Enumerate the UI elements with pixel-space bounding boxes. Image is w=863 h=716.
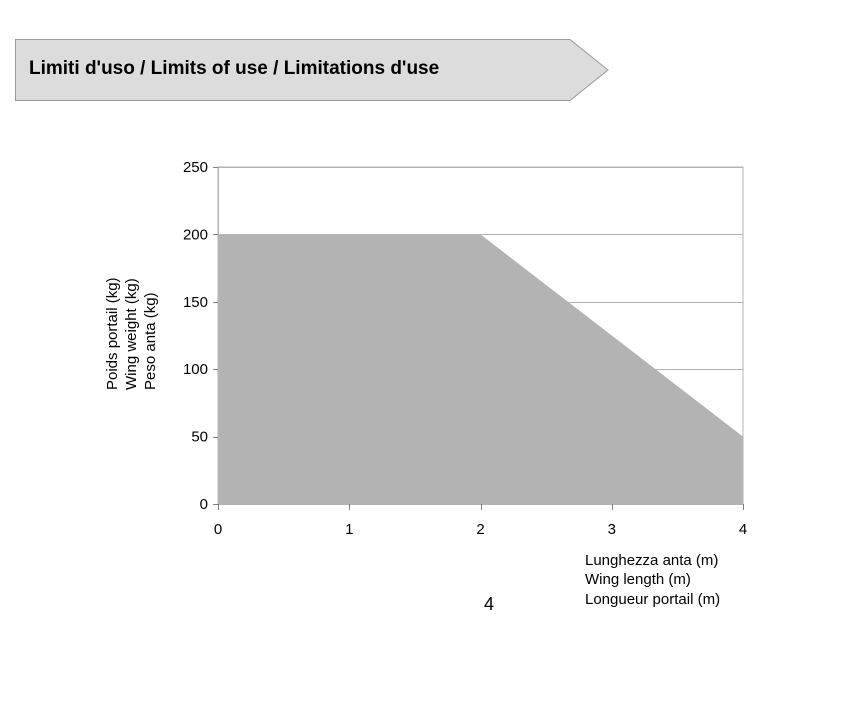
x-axis-label-line: Longueur portail (m): [585, 591, 721, 608]
y-axis-label-line: Peso anta (kg): [142, 292, 159, 390]
y-axis-label-line: Wing weight (kg): [123, 278, 140, 390]
y-tick-label: 250: [183, 159, 208, 176]
x-axis-label-line: Lunghezza anta (m): [585, 552, 719, 569]
y-tick-label: 0: [200, 496, 208, 513]
header-banner: Limiti d'uso / Limits of use / Limitatio…: [15, 39, 609, 101]
x-tick-labels: 0 1 2 3 4: [214, 521, 747, 538]
x-tick-label: 0: [214, 521, 222, 538]
x-axis-label-line: Wing length (m): [585, 571, 691, 588]
y-tick-label: 200: [183, 226, 208, 243]
x-tick-label: 3: [608, 521, 616, 538]
y-tick-labels: 0 50 100 150 200 250: [183, 159, 208, 513]
axis-layer: [213, 167, 744, 510]
x-tick-label: 2: [476, 521, 484, 538]
x-tick-label: 1: [345, 521, 353, 538]
page-number: 4: [484, 594, 495, 614]
y-tick-label: 100: [183, 361, 208, 378]
page-title: Limiti d'uso / Limits of use / Limitatio…: [29, 58, 440, 79]
area-layer: [218, 234, 743, 504]
y-tick-label: 50: [191, 429, 208, 446]
area-series: [218, 234, 743, 504]
y-tick-label: 150: [183, 294, 208, 311]
y-axis-label-line: Poids portail (kg): [104, 277, 121, 390]
y-axis-label: Peso anta (kg) Wing weight (kg) Poids po…: [104, 277, 159, 390]
header-arrow-polygon: [15, 39, 609, 101]
x-tick-label: 4: [739, 521, 747, 538]
header-arrow-shape: [15, 39, 609, 101]
